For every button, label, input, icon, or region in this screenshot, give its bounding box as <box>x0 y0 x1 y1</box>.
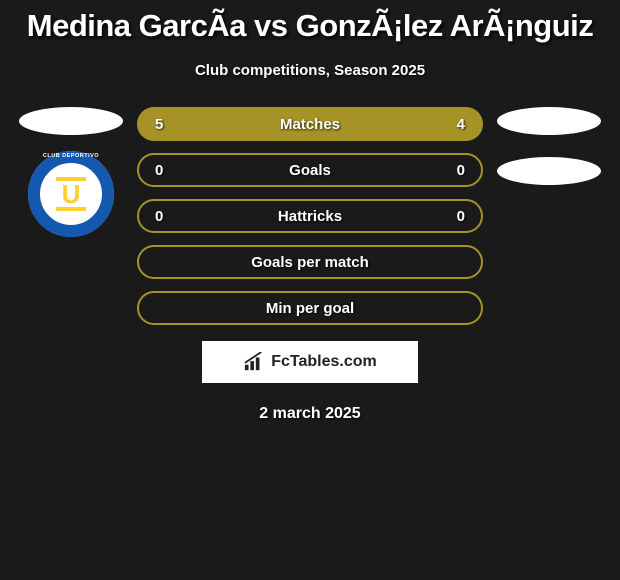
stat-row-min-per-goal: Min per goal <box>137 291 483 325</box>
comparison-subtitle: Club competitions, Season 2025 <box>195 62 425 79</box>
stat-row-hattricks: 0Hattricks0 <box>137 199 483 233</box>
stat-label: Goals per match <box>139 254 481 271</box>
stat-label: Min per goal <box>139 300 481 317</box>
main-row: CLUB DEPORTIVO U 5Matches40Goals00Hattri… <box>0 107 620 325</box>
stat-left-value: 5 <box>155 116 163 133</box>
left-player-col: CLUB DEPORTIVO U <box>15 107 127 237</box>
badge-bar-bottom <box>56 207 86 211</box>
comparison-title: Medina GarcÃ­a vs GonzÃ¡lez ArÃ¡nguiz <box>27 8 594 44</box>
stat-label: Matches <box>139 116 481 133</box>
badge-letter: U <box>62 181 81 207</box>
stat-label: Hattricks <box>139 208 481 225</box>
stat-right-value: 4 <box>457 116 465 133</box>
right-player-photo-placeholder <box>497 107 601 135</box>
comparison-card: Medina GarcÃ­a vs GonzÃ¡lez ArÃ¡nguiz Cl… <box>0 0 620 423</box>
source-logo-text: FcTables.com <box>271 353 377 371</box>
stat-row-goals: 0Goals0 <box>137 153 483 187</box>
stat-left-value: 0 <box>155 162 163 179</box>
left-player-photo-placeholder <box>19 107 123 135</box>
source-logo-box: FcTables.com <box>202 341 418 383</box>
snapshot-date: 2 march 2025 <box>259 405 360 423</box>
right-club-badge-placeholder <box>497 157 601 185</box>
stat-left-value: 0 <box>155 208 163 225</box>
stats-column: 5Matches40Goals00Hattricks0Goals per mat… <box>137 107 483 325</box>
left-club-badge: CLUB DEPORTIVO U <box>28 151 114 237</box>
stat-right-value: 0 <box>457 208 465 225</box>
badge-inner: U <box>49 169 93 219</box>
stat-label: Goals <box>139 162 481 179</box>
badge-arc-text: CLUB DEPORTIVO <box>28 153 114 159</box>
stat-row-matches: 5Matches4 <box>137 107 483 141</box>
stat-right-value: 0 <box>457 162 465 179</box>
stat-row-goals-per-match: Goals per match <box>137 245 483 279</box>
bar-chart-icon <box>243 352 265 372</box>
right-player-col <box>493 107 605 185</box>
